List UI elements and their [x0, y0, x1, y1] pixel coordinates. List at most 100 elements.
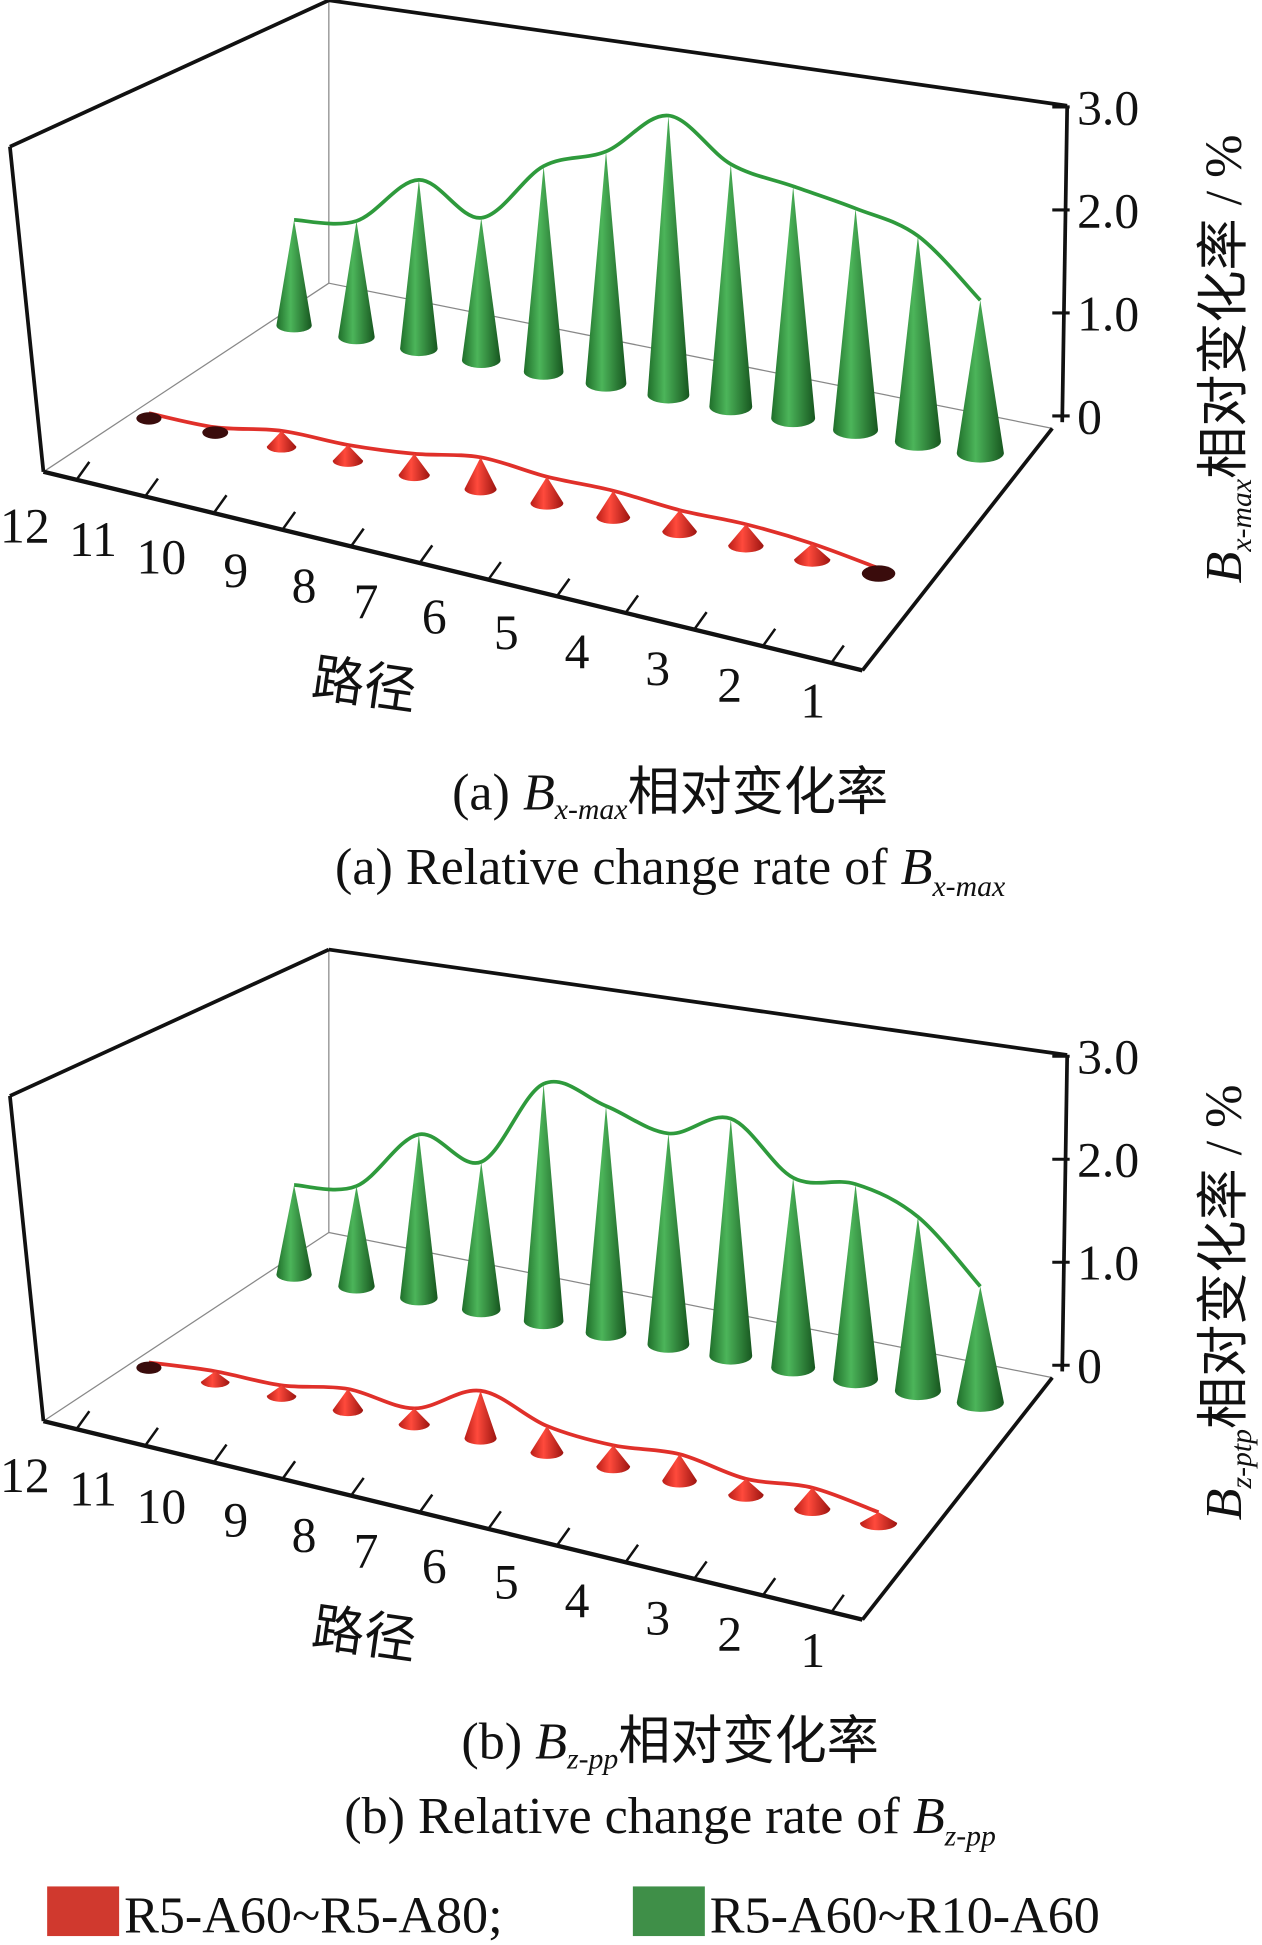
panel-b-z-title: Bz-ptp相对变化率 / % [1196, 1084, 1258, 1520]
x-tick-label: 2 [717, 1607, 742, 1662]
green-cone-mark [709, 164, 753, 416]
x-tick-label: 3 [645, 1591, 670, 1646]
red-cone [596, 1445, 631, 1474]
green-cone [833, 208, 879, 439]
green-cone-mark [585, 1105, 627, 1341]
green-cone-mark [338, 1186, 375, 1294]
green-cone [400, 179, 438, 357]
legend-swatch-red [47, 1886, 120, 1937]
green-cone [894, 235, 941, 451]
red-cone-mark [200, 1371, 230, 1388]
z-tick-label: 0 [1077, 389, 1102, 444]
green-cone-mark [400, 1134, 438, 1306]
z-tick-label: 3.0 [1077, 1030, 1139, 1085]
x-tick [487, 561, 502, 581]
z-tick-label: 1.0 [1077, 286, 1139, 341]
x-tick [213, 494, 228, 514]
legend-swatch-green [632, 1886, 705, 1937]
red-cone [728, 524, 764, 553]
green-cone [338, 220, 375, 345]
z-title-symbol: B [1196, 552, 1253, 584]
x-tick-label: 8 [292, 1507, 317, 1562]
green-cone-mark [894, 235, 941, 451]
green-cone-mark [833, 208, 879, 439]
red-cone-mark [662, 510, 697, 539]
x-tick [75, 1410, 91, 1430]
x-tick-label: 9 [223, 1492, 248, 1547]
z-tick-label: 2.0 [1077, 183, 1139, 238]
x-tick [693, 1560, 708, 1580]
green-cone [585, 1105, 627, 1341]
legend-label-red: R5-A60~R5-A80; [124, 1887, 502, 1944]
green-cone-mark [647, 115, 690, 404]
red-cone [530, 476, 564, 510]
box-top-left-edge [9, 0, 330, 149]
red-cone-mark [596, 490, 631, 524]
green-cone [709, 164, 753, 416]
green-cone [894, 1216, 941, 1401]
red-cone-mark [332, 1388, 364, 1417]
green-cone [647, 1133, 690, 1353]
green-cone-mark [400, 179, 438, 357]
z-axis-line [1060, 1054, 1070, 1372]
x-tick [761, 1577, 777, 1597]
red-cone [859, 1512, 898, 1531]
z-title-sub: x-max [1225, 479, 1258, 553]
x-tick [281, 1460, 297, 1480]
z-tick-label: 2.0 [1077, 1133, 1139, 1188]
green-cone [709, 1118, 753, 1365]
x-tick [213, 1443, 228, 1463]
green-cone [461, 1161, 501, 1318]
red-cone-mark [596, 1445, 631, 1474]
x-tick [144, 477, 159, 497]
panel-a-x-title: 路径 [309, 651, 420, 722]
x-tick-label: 9 [223, 543, 248, 598]
x-tick-label: 4 [565, 1573, 590, 1628]
x-axis-title: 路径 [309, 651, 420, 722]
floor-back-edge [328, 282, 1053, 429]
red-cone [794, 543, 831, 567]
green-cone-mark [523, 166, 564, 380]
red-cone-mark [332, 444, 364, 467]
box-top-back-edge [328, 947, 1068, 1057]
caption-b-en: (b) Relative change rate of Bz-pp [344, 1788, 996, 1852]
red-cone [398, 453, 430, 482]
red-data-point [136, 1361, 162, 1374]
red-cone [332, 1388, 364, 1417]
caption-a-cn: (a) Bx-max相对变化率 [452, 764, 888, 826]
legend: R5-A60~R5-A80; R5-A60~R10-A60 [47, 1886, 1100, 1944]
red-cone-mark [398, 1408, 430, 1431]
green-cone [461, 217, 501, 368]
red-cone-mark [662, 1454, 697, 1488]
z-title-sub: z-ptp [1225, 1429, 1258, 1490]
x-tick-label: 7 [354, 1524, 379, 1579]
legend-label-green: R5-A60~R10-A60 [710, 1887, 1100, 1944]
x-tick-label: 2 [717, 657, 742, 712]
x-tick [761, 628, 777, 647]
green-cone-mark [461, 217, 501, 368]
green-cone-mark [894, 1216, 941, 1401]
x-tick [281, 511, 297, 531]
x-tick-label: 1 [800, 1623, 825, 1678]
svg-text:Bz-ptp相对变化率 / %: Bz-ptp相对变化率 / % [1196, 1084, 1258, 1520]
red-cone-mark [530, 476, 564, 510]
red-cone-mark [794, 1487, 831, 1517]
green-cone [956, 300, 1004, 463]
x-tick [350, 1477, 365, 1497]
green-cone [647, 115, 690, 404]
x-tick-label: 3 [645, 641, 670, 696]
green-cone-mark [276, 219, 312, 333]
box-top-back-edge [328, 0, 1068, 108]
green-cone-mark [585, 151, 627, 392]
red-cone [266, 430, 297, 453]
red-cone-mark [464, 1390, 497, 1445]
x-tick [144, 1427, 159, 1446]
x-axis-title: 路径 [309, 1600, 420, 1671]
green-cone-mark [276, 1185, 312, 1282]
x-tick-label: 4 [565, 624, 590, 679]
red-cone [332, 444, 364, 467]
red-cone [200, 1371, 230, 1388]
green-cone [833, 1184, 879, 1389]
x-tick [418, 544, 434, 564]
